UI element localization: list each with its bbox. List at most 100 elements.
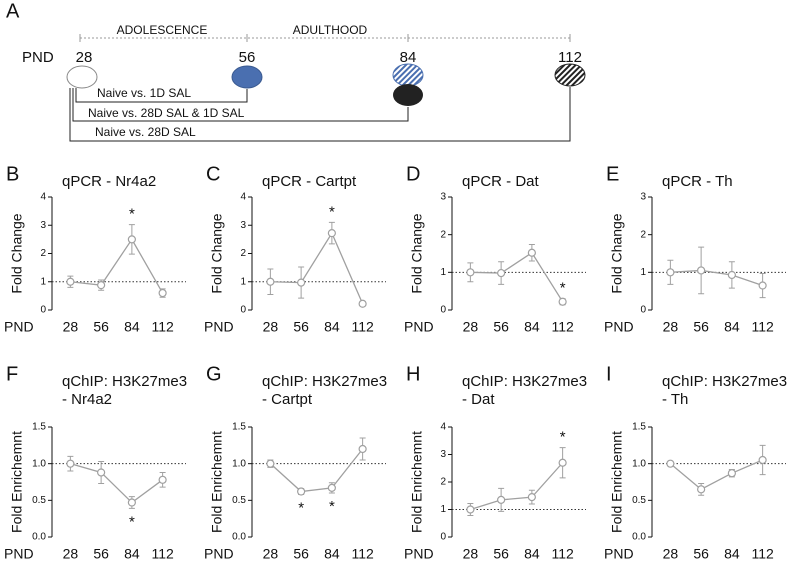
panel-title: qPCR - Th — [662, 173, 733, 190]
x-tick-label: 28 — [663, 546, 679, 562]
x-tick-label: 56 — [293, 319, 309, 335]
data-point — [466, 268, 475, 277]
panel-title: qChIP: H3K27me3 — [62, 373, 187, 390]
comparison-bracket — [75, 88, 248, 103]
y-tick-label: 3 — [640, 192, 646, 203]
x-tick-label: 28 — [463, 319, 479, 335]
x-tick-label: 84 — [524, 546, 540, 562]
x-tick-label: 56 — [293, 546, 309, 562]
data-point — [358, 299, 367, 308]
x-tick-label: 28 — [63, 546, 79, 562]
x-tick-label: 112 — [751, 546, 774, 562]
panel-title: qPCR - Nr4a2 — [62, 173, 156, 190]
comparison-bracket — [72, 88, 409, 122]
x-axis-label: PND — [204, 319, 234, 335]
y-tick-label: 2 — [440, 229, 446, 240]
panel-title: qPCR - Cartpt — [262, 173, 357, 190]
panel-subtitle: - Dat — [462, 391, 495, 408]
y-tick-label: 4 — [440, 422, 446, 433]
data-point — [127, 498, 136, 507]
panel-subtitle: - Th — [662, 391, 688, 408]
y-tick-label: 0 — [440, 305, 446, 316]
brain-icon — [392, 63, 424, 87]
significance-marker: * — [560, 429, 566, 446]
significance-marker: * — [329, 498, 335, 515]
significance-marker: * — [129, 513, 135, 530]
y-axis-label: Fold Enrichemnt — [609, 431, 625, 533]
data-point — [758, 281, 767, 290]
panel-letter: G — [206, 363, 222, 385]
panel-subtitle: - Cartpt — [262, 391, 313, 408]
data-point — [727, 469, 736, 478]
y-tick-label: 0.5 — [232, 495, 246, 506]
data-point — [497, 495, 506, 504]
y-tick-label: 1.0 — [32, 458, 46, 469]
data-point — [527, 248, 536, 257]
data-point — [66, 459, 75, 468]
data-point — [697, 266, 706, 275]
x-tick-label: 28 — [463, 546, 479, 562]
series-line — [669, 459, 763, 491]
data-point — [327, 229, 336, 238]
period-label: ADULTHOOD — [293, 23, 368, 37]
x-tick-label: 56 — [493, 546, 509, 562]
x-tick-label: 28 — [63, 319, 79, 335]
x-tick-label: 56 — [693, 546, 709, 562]
age-label: 84 — [400, 49, 417, 66]
y-tick-label: 0 — [640, 305, 646, 316]
unit-label: PND — [22, 49, 54, 66]
y-tick-label: 0.5 — [632, 495, 646, 506]
y-tick-label: 0 — [440, 532, 446, 543]
y-tick-label: 2 — [640, 229, 646, 240]
series-line — [670, 269, 763, 287]
y-tick-label: 1 — [240, 276, 246, 287]
data-point — [327, 483, 336, 492]
data-point — [266, 459, 275, 468]
x-tick-label: 56 — [93, 546, 109, 562]
x-tick-label: 84 — [324, 546, 340, 562]
data-point — [97, 468, 106, 477]
x-tick-label: 56 — [693, 319, 709, 335]
comparison-label: Naive vs. 1D SAL — [97, 86, 191, 100]
x-tick-label: 84 — [124, 319, 140, 335]
data-point — [297, 278, 306, 287]
comparison-label: Naive vs. 28D SAL & 1D SAL — [88, 106, 245, 120]
y-axis-label: Fold Change — [9, 213, 25, 293]
y-tick-label: 0.0 — [632, 532, 646, 543]
x-tick-label: 84 — [524, 319, 540, 335]
x-tick-label: 28 — [663, 319, 679, 335]
y-tick-label: 0 — [240, 305, 246, 316]
panel-title: qChIP: H3K27me3 — [462, 373, 587, 390]
series-line — [470, 462, 564, 511]
data-point — [97, 281, 106, 290]
x-tick-label: 112 — [351, 546, 374, 562]
y-tick-label: 3 — [440, 192, 446, 203]
y-tick-label: 2 — [240, 248, 246, 259]
y-tick-label: 2 — [440, 477, 446, 488]
x-tick-label: 112 — [351, 319, 374, 335]
x-tick-label: 84 — [724, 319, 740, 335]
data-point — [466, 505, 475, 514]
data-point — [558, 458, 567, 467]
y-axis-label: Fold Change — [409, 213, 425, 293]
y-tick-label: 1.0 — [632, 458, 646, 469]
significance-marker: * — [560, 280, 566, 297]
data-point — [527, 493, 536, 502]
y-tick-label: 1.5 — [632, 422, 646, 433]
x-tick-label: 112 — [151, 319, 174, 335]
y-tick-label: 3 — [240, 220, 246, 231]
x-axis-label: PND — [4, 546, 34, 562]
period-label: ADOLESCENCE — [117, 23, 208, 37]
significance-marker: * — [329, 203, 335, 220]
x-tick-label: 112 — [551, 546, 574, 562]
x-axis-label: PND — [4, 319, 34, 335]
x-axis-label: PND — [204, 546, 234, 562]
x-tick-label: 28 — [263, 319, 279, 335]
y-axis-label: Fold Change — [609, 213, 625, 293]
data-point — [66, 277, 75, 286]
